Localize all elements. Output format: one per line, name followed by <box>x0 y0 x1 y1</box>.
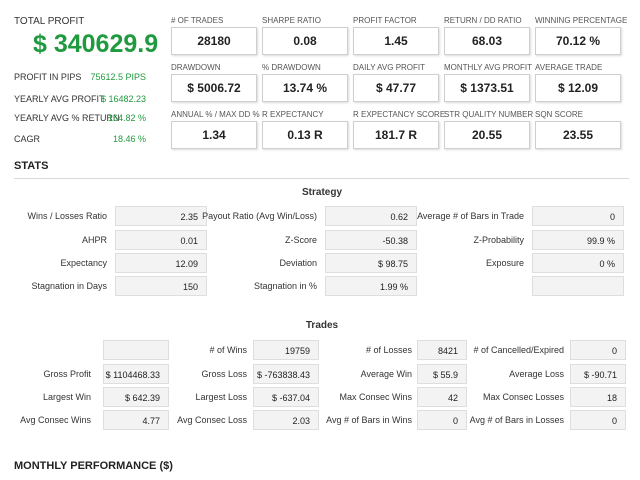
trade-label: Largest Loss <box>195 392 247 402</box>
card-label-sharpe: SHARPE RATIO <box>262 16 321 25</box>
trade-label: # of Losses <box>365 345 412 355</box>
stat-label: Stagnation in Days <box>31 281 107 291</box>
trade-value: $ -90.71 <box>570 364 626 384</box>
trade-value: 42 <box>417 387 467 407</box>
trade-label: Average Win <box>360 369 412 379</box>
trade-value: 18 <box>570 387 626 407</box>
trade-label: Gross Loss <box>201 369 247 379</box>
card-label-drawdown: DRAWDOWN <box>171 63 221 72</box>
card-label-avg-trade: AVERAGE TRADE <box>535 63 603 72</box>
trade-value: $ 1104468.33 <box>103 364 169 384</box>
trade-label: Gross Profit <box>43 369 91 379</box>
stat-label: Average # of Bars in Trade <box>417 211 524 221</box>
card-label-pct-drawdown: % DRAWDOWN <box>262 63 321 72</box>
summary-label: YEARLY AVG PROFIT <box>14 94 105 104</box>
stat-value: 99.9 % <box>532 230 624 250</box>
stat-value: 2.35 <box>115 206 207 226</box>
summary-value: $ 16482.23 <box>100 94 146 104</box>
strategy-heading: Strategy <box>301 187 342 198</box>
card-value-pct-drawdown: 13.74 % <box>262 74 348 102</box>
stats-divider <box>14 178 629 179</box>
card-label-profit-factor: PROFIT FACTOR <box>353 16 417 25</box>
trade-value: $ -763838.43 <box>253 364 319 384</box>
summary-label: YEARLY AVG % RETURN <box>14 113 120 123</box>
stat-value-empty <box>532 276 624 296</box>
card-value-monthly-avg: $ 1373.51 <box>444 74 530 102</box>
trade-label: Largest Win <box>42 392 91 402</box>
stat-label: Expectancy <box>60 258 107 268</box>
summary-value: 164.82 % <box>107 113 146 123</box>
stat-label: AHPR <box>81 235 107 245</box>
card-value-daily-avg: $ 47.77 <box>353 74 439 102</box>
stat-value: 0 % <box>532 253 624 273</box>
trade-label: Average Loss <box>509 369 564 379</box>
card-label-str-quality: STR QUALITY NUMBER <box>444 110 534 119</box>
stat-label: Z-Score <box>284 235 317 245</box>
trade-label: Max Consec Losses <box>482 392 564 402</box>
card-value-drawdown: $ 5006.72 <box>171 74 257 102</box>
stats-heading: STATS <box>14 160 49 172</box>
trade-value: 0 <box>570 340 626 360</box>
stat-label: Stagnation in % <box>253 281 317 291</box>
total-profit-value: $ 340629.9 <box>33 30 159 58</box>
trade-value: 0 <box>417 410 467 430</box>
stat-value: 12.09 <box>115 253 207 273</box>
trade-label: Avg # of Bars in Losses <box>469 415 564 425</box>
card-value-profit-factor: 1.45 <box>353 27 439 55</box>
monthly-performance-heading: MONTHLY PERFORMANCE ($) <box>14 460 173 472</box>
card-label-winning-pct: WINNING PERCENTAGE <box>535 16 628 25</box>
stat-value: 1.99 % <box>325 276 417 296</box>
card-value-winning-pct: 70.12 % <box>535 27 621 55</box>
card-value-return-dd: 68.03 <box>444 27 530 55</box>
trade-value: 8421 <box>417 340 467 360</box>
card-label-trades: # OF TRADES <box>171 16 224 25</box>
stat-label: Deviation <box>279 258 317 268</box>
trade-value: 19759 <box>253 340 319 360</box>
card-label-return-dd: RETURN / DD RATIO <box>444 16 522 25</box>
card-label-r-expectancy: R EXPECTANCY <box>262 110 324 119</box>
trade-value: 2.03 <box>253 410 319 430</box>
trade-label: # of Cancelled/Expired <box>473 345 564 355</box>
stat-label: Exposure <box>485 258 524 268</box>
card-value-sqn: 23.55 <box>535 121 621 149</box>
summary-value: 18.46 % <box>112 134 146 144</box>
card-value-sharpe: 0.08 <box>262 27 348 55</box>
trades-heading: Trades <box>305 320 339 331</box>
stat-label: Wins / Losses Ratio <box>27 211 107 221</box>
stat-value: 150 <box>115 276 207 296</box>
trade-value: $ -637.04 <box>253 387 319 407</box>
total-profit-label: TOTAL PROFIT <box>14 16 85 27</box>
card-value-annual-maxdd: 1.34 <box>171 121 257 149</box>
trade-value: 0 <box>570 410 626 430</box>
card-label-monthly-avg: MONTHLY AVG PROFIT <box>444 63 533 72</box>
stat-value: 0 <box>532 206 624 226</box>
card-label-annual-maxdd: ANNUAL % / MAX DD % <box>171 110 260 119</box>
trade-label: Avg # of Bars in Wins <box>326 415 412 425</box>
trade-label: Max Consec Wins <box>339 392 412 402</box>
card-value-str-quality: 20.55 <box>444 121 530 149</box>
stat-label: Z-Probability <box>473 235 524 245</box>
card-label-daily-avg: DAILY AVG PROFIT <box>353 63 426 72</box>
trade-value: 4.77 <box>103 410 169 430</box>
stat-value: -50.38 <box>325 230 417 250</box>
trade-label: Avg Consec Loss <box>177 415 247 425</box>
trade-value: $ 642.39 <box>103 387 169 407</box>
stat-value: 0.62 <box>325 206 417 226</box>
card-label-r-expectancy-score: R EXPECTANCY SCORE <box>353 110 446 119</box>
stat-label: Payout Ratio (Avg Win/Loss) <box>202 211 317 221</box>
card-label-sqn: SQN SCORE <box>535 110 584 119</box>
trade-label: Avg Consec Wins <box>20 415 91 425</box>
summary-label: PROFIT IN PIPS <box>14 72 82 82</box>
card-value-avg-trade: $ 12.09 <box>535 74 621 102</box>
summary-value: 75612.5 PIPS <box>90 72 146 82</box>
summary-label: CAGR <box>14 134 41 144</box>
stat-value: $ 98.75 <box>325 253 417 273</box>
card-value-r-expectancy: 0.13 R <box>262 121 348 149</box>
trade-value-empty <box>103 340 169 360</box>
stat-value: 0.01 <box>115 230 207 250</box>
card-value-trades: 28180 <box>171 27 257 55</box>
card-value-r-expectancy-score: 181.7 R <box>353 121 439 149</box>
trade-value: $ 55.9 <box>417 364 467 384</box>
trade-label: # of Wins <box>209 345 247 355</box>
